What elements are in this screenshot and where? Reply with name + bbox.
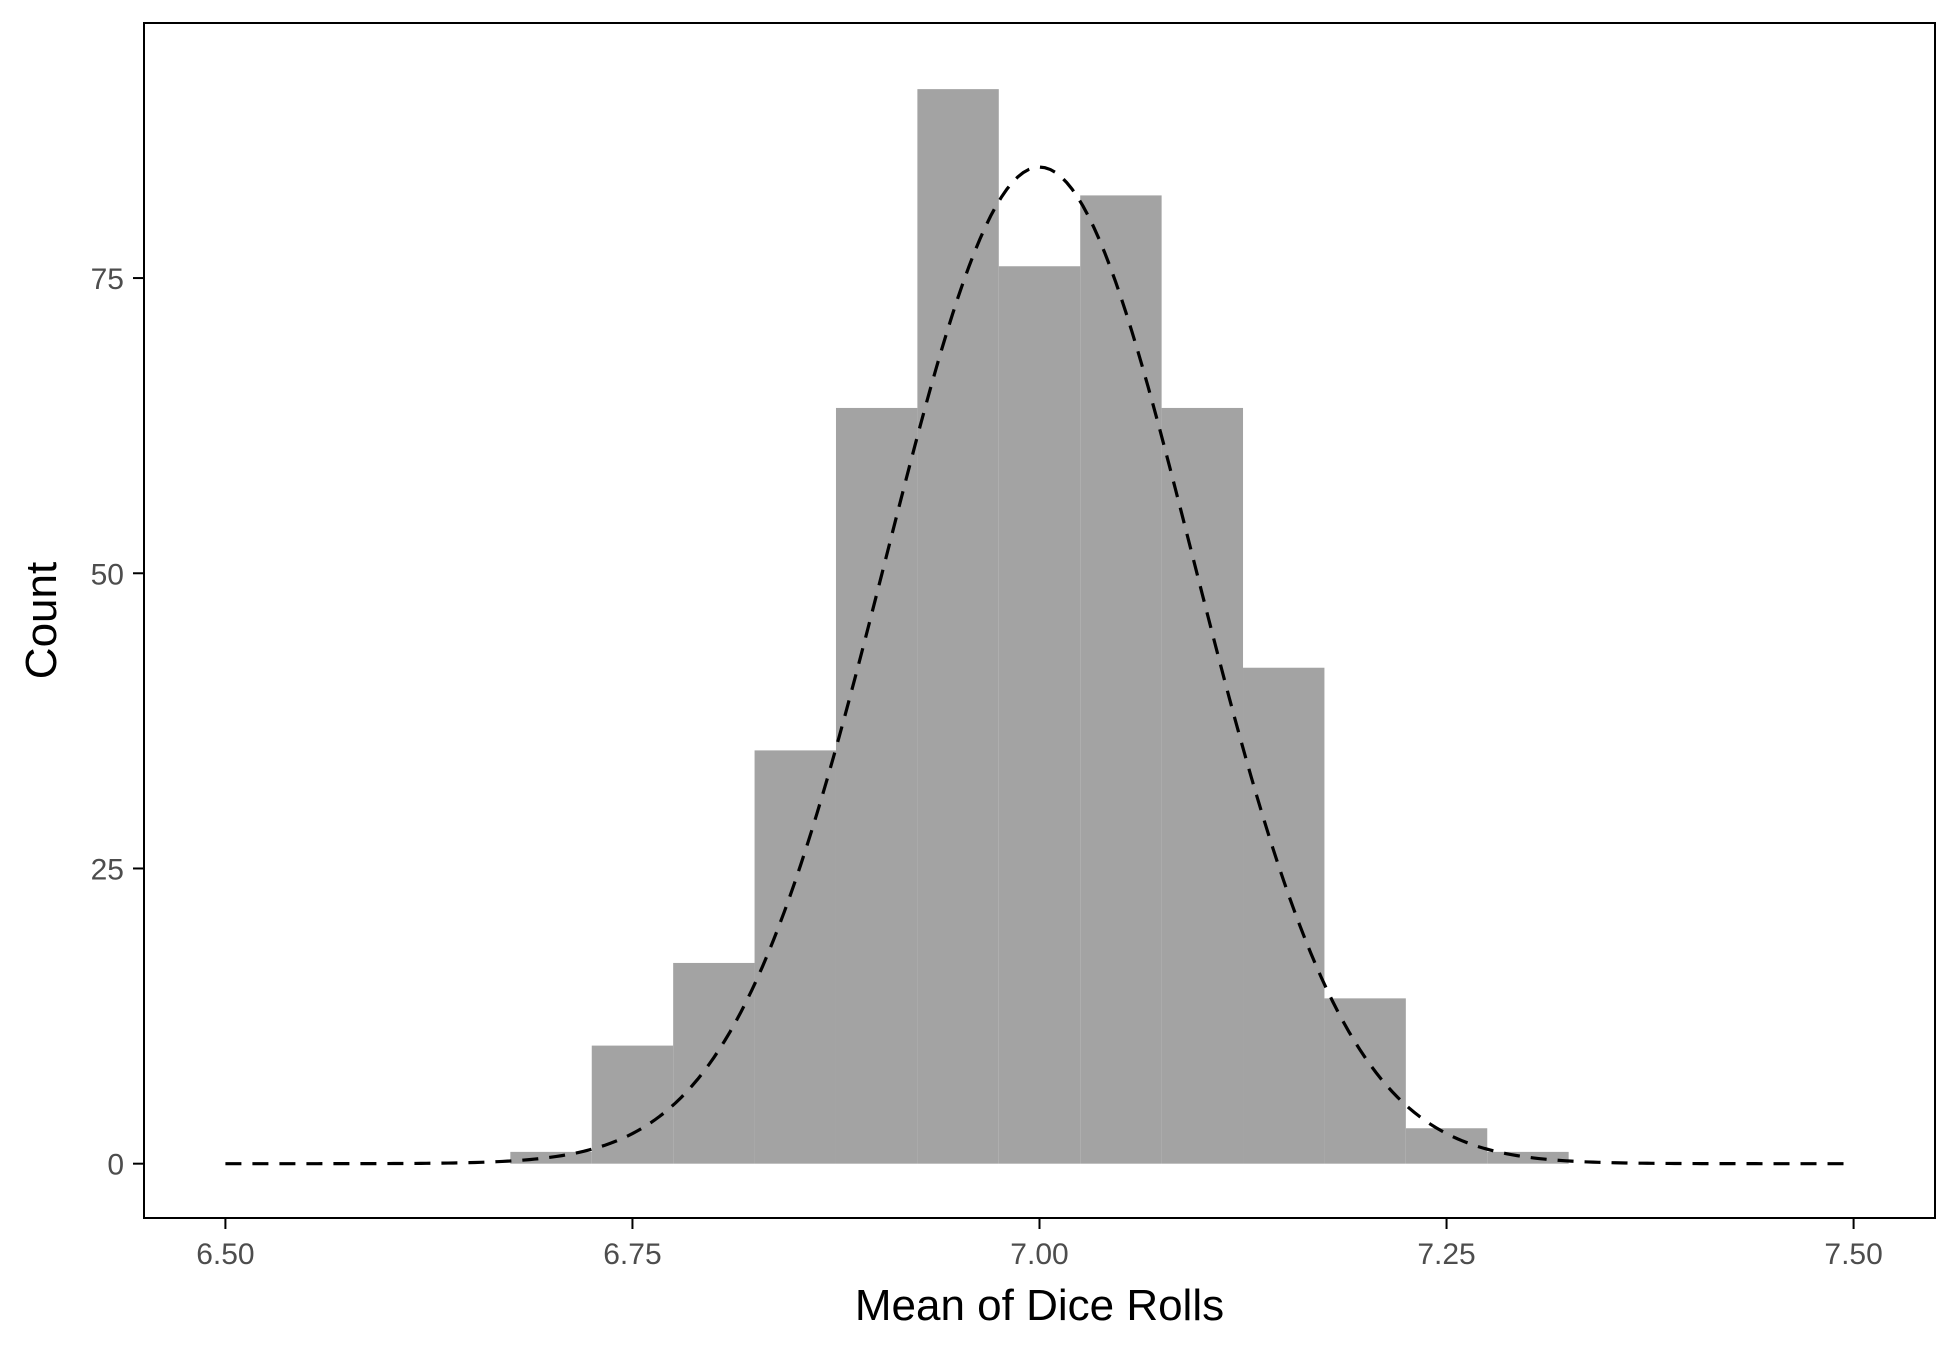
x-axis: 6.50 6.75 7.00 7.25 7.50	[196, 1218, 1883, 1271]
histogram-bar-8	[1161, 407, 1244, 1164]
histogram-bar-7	[1080, 195, 1162, 1164]
histogram-bar-3	[754, 750, 836, 1164]
histogram-bar-6	[998, 266, 1081, 1164]
histogram-bars	[510, 89, 1569, 1164]
x-tick-label-1: 6.75	[603, 1238, 661, 1271]
x-tick-label-2: 7.00	[1010, 1238, 1068, 1271]
y-tick-label-0: 0	[107, 1149, 124, 1182]
x-tick-label-4: 7.50	[1824, 1238, 1882, 1271]
x-axis-title: Mean of Dice Rolls	[855, 1281, 1224, 1330]
histogram-bar-9	[1243, 667, 1325, 1164]
y-axis: 0 25 50 75	[91, 263, 144, 1182]
histogram-bar-2	[673, 962, 755, 1164]
histogram-bar-4	[835, 407, 918, 1164]
histogram-bar-10	[1324, 998, 1406, 1164]
y-tick-label-2: 50	[91, 558, 124, 591]
y-tick-label-1: 25	[91, 853, 124, 886]
x-tick-label-0: 6.50	[196, 1238, 254, 1271]
x-tick-label-3: 7.25	[1417, 1238, 1475, 1271]
histogram-bar-11	[1405, 1128, 1488, 1164]
histogram-bar-12	[1487, 1151, 1569, 1164]
y-tick-label-3: 75	[91, 263, 124, 296]
normal-density-curve	[225, 165, 1854, 1166]
histogram-bar-5	[917, 89, 999, 1164]
y-axis-title: Count	[17, 562, 66, 679]
